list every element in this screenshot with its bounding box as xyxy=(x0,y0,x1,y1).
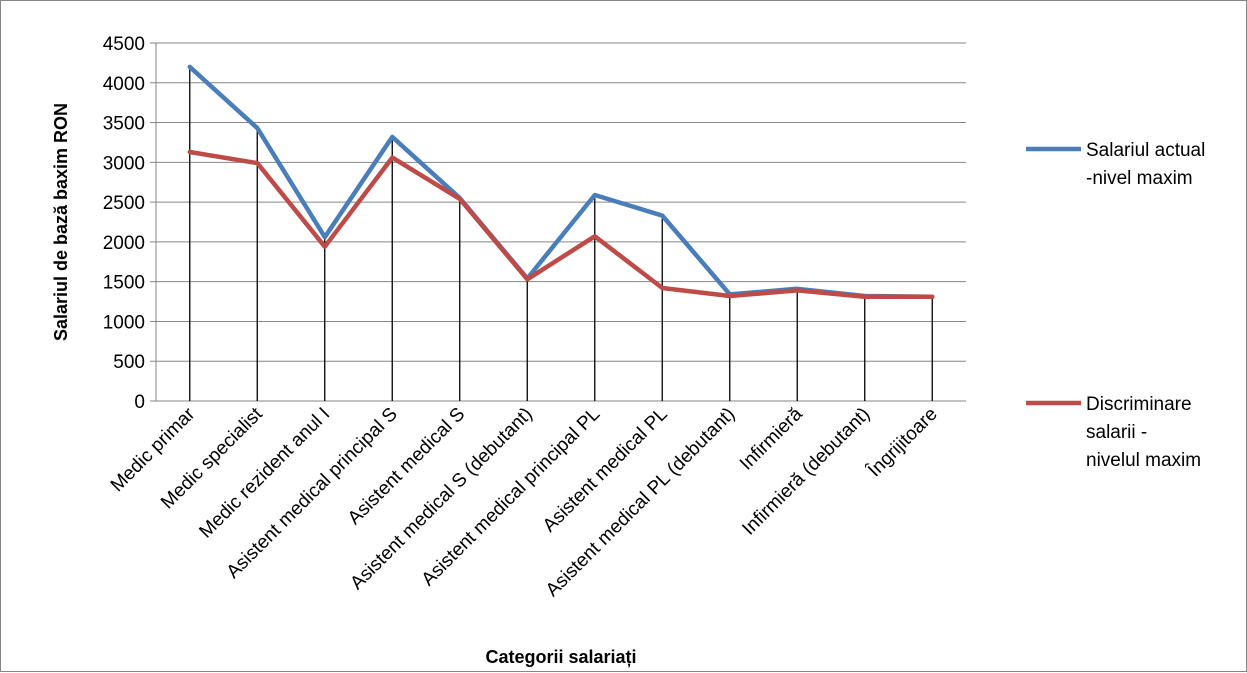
y-tick-label: 4000 xyxy=(103,74,145,95)
x-tick-label: Infirmieră (debutant) xyxy=(738,404,874,540)
legend-label: Discriminare xyxy=(1086,394,1192,415)
y-tick-label: 2000 xyxy=(103,233,145,254)
gridlines xyxy=(155,42,966,402)
y-axis-title: Salariul de bază baxim RON xyxy=(51,103,71,341)
legend-item-1: Salariul actual -nivel maxim xyxy=(1026,140,1205,189)
legend-label: Salariul actual xyxy=(1086,140,1205,161)
series-line-2 xyxy=(187,149,935,300)
x-tick-label: Îngrijitoare xyxy=(863,403,942,482)
drop-lines xyxy=(189,66,933,401)
x-tick-label: Medic rezident anul I xyxy=(195,404,334,543)
y-tick-label: 3500 xyxy=(103,114,145,135)
y-tick-label: 1000 xyxy=(103,312,145,333)
x-tick-label: Asistent medical PL xyxy=(539,404,672,537)
y-tick-label: 1500 xyxy=(103,273,145,294)
x-tick-label: Infirmieră xyxy=(736,403,807,474)
legend-item-2: Discriminare salarii - nivelul maxim xyxy=(1026,394,1201,471)
legend-label: -nivel maxim xyxy=(1086,168,1193,189)
series-lines xyxy=(187,64,935,300)
legend: Salariul actual -nivel maxim Discriminare s… xyxy=(1026,140,1205,471)
y-tick-label: 4500 xyxy=(103,34,145,55)
y-tick-label: 3000 xyxy=(103,153,145,174)
x-axis-title: Categorii salariați xyxy=(485,647,636,667)
y-tick-label: 500 xyxy=(113,352,145,373)
series-line-1 xyxy=(187,64,935,300)
y-tick-label: 2500 xyxy=(103,193,145,214)
legend-label: nivelul maxim xyxy=(1086,450,1201,471)
x-tick-label: Asistent medical S xyxy=(344,404,469,529)
y-tick-label: 0 xyxy=(134,392,145,413)
y-axis-ticks: 0 500 1000 1500 2000 2500 3000 3500 4000 4500 xyxy=(103,34,156,413)
legend-label: salarii - xyxy=(1086,422,1147,443)
